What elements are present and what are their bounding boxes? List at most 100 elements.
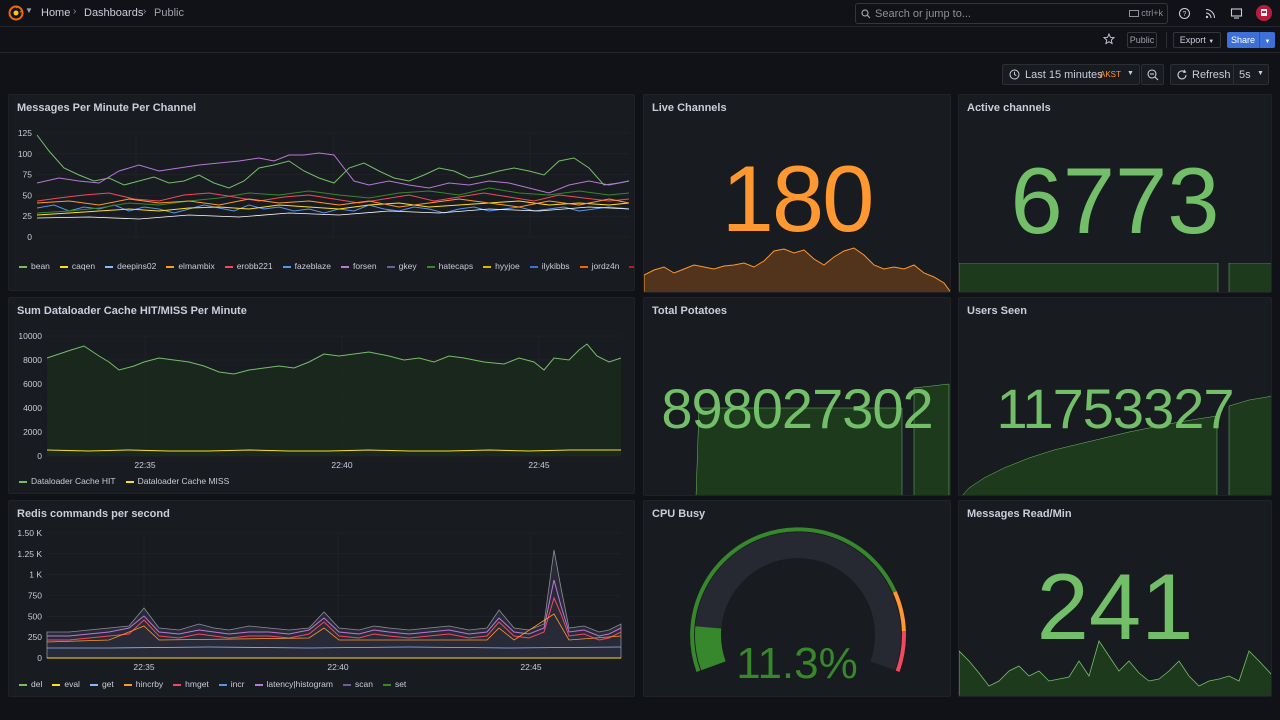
legend-item[interactable]: gkey	[386, 258, 417, 274]
live-channels-value: 180	[721, 146, 875, 251]
legend-label: fazeblaze	[294, 261, 332, 271]
chevron-down-icon[interactable]: ▼	[25, 6, 33, 15]
legend-label: eval	[64, 679, 80, 689]
legend-item[interactable]: Dataloader Cache MISS	[125, 476, 229, 486]
legend-label: hmget	[185, 679, 209, 689]
breadcrumb-public: Public	[154, 7, 184, 19]
legend-item[interactable]: caqen	[59, 258, 95, 274]
legend-item[interactable]: erobb221	[224, 258, 273, 274]
series-line-get	[47, 646, 622, 649]
toolbar-divider	[1166, 32, 1167, 48]
legend-label: hatecaps	[438, 261, 474, 271]
legend-swatch	[483, 265, 492, 268]
help-icon[interactable]: ?	[1178, 7, 1191, 20]
chevron-down-icon: ▼	[1127, 70, 1134, 77]
share-dropdown-button[interactable]: ▼	[1259, 32, 1275, 48]
share-button[interactable]: Share	[1227, 32, 1259, 48]
y-tick-label: 4000	[23, 403, 42, 413]
search-input[interactable]: Search or jump to... ctrl+k	[855, 3, 1168, 24]
x-tick-label: 22:45	[520, 662, 542, 672]
legend-label: forsen	[353, 261, 377, 271]
series-line-bean	[36, 134, 630, 189]
legend-item[interactable]: fazeblaze	[282, 258, 332, 274]
legend-label: incr	[230, 679, 245, 689]
legend-swatch	[218, 683, 227, 686]
chart-lines	[36, 134, 630, 220]
refresh-button[interactable]: Refresh 5s ▼	[1170, 64, 1269, 85]
active-channels-value: 6773	[1010, 148, 1220, 253]
x-tick-label: 22:45	[528, 460, 550, 470]
zoom-out-icon	[1147, 69, 1159, 81]
clock-icon	[1009, 69, 1020, 80]
legend-item[interactable]: bean	[19, 258, 50, 274]
dataloader-cache-chart[interactable]: 0 2000 4000 6000 8000 10000 22:35 22:40 22:45	[9, 326, 635, 476]
user-avatar[interactable]	[1256, 5, 1272, 21]
time-range-label: Last 15 minutes	[1025, 69, 1103, 81]
legend-item[interactable]: Dataloader Cache HIT	[19, 476, 116, 486]
legend-item[interactable]: latency|histogram	[254, 679, 333, 689]
legend-item[interactable]: forsen	[341, 258, 377, 274]
legend-item[interactable]: nelkosamah	[629, 258, 634, 274]
gauge-threshold-orange	[892, 591, 906, 632]
time-range-picker[interactable]: Last 15 minutes AKST ▼	[1002, 64, 1140, 85]
legend-label: get	[101, 679, 114, 689]
y-tick-label: 25	[23, 211, 33, 221]
y-tick-label: 1 K	[29, 570, 42, 580]
grafana-logo-icon[interactable]	[8, 5, 24, 21]
legend-item[interactable]: hyyjoe	[483, 258, 520, 274]
legend-item[interactable]: elmambix	[166, 258, 215, 274]
y-tick-label: 100	[18, 149, 32, 159]
chevron-down-icon: ▼	[1257, 70, 1264, 77]
legend-item[interactable]: jordz4n	[579, 258, 619, 274]
y-tick-label: 8000	[23, 355, 42, 365]
legend-swatch	[59, 265, 68, 268]
breadcrumb-dashboards[interactable]: Dashboards	[84, 7, 144, 19]
y-tick-label: 0	[37, 653, 42, 663]
y-tick-label: 250	[28, 632, 42, 642]
breadcrumb-home[interactable]: Home	[41, 7, 71, 19]
legend-swatch	[224, 265, 233, 268]
x-tick-label: 22:35	[134, 460, 156, 470]
sparkline-area	[1228, 263, 1271, 292]
panel-title: Live Channels	[652, 102, 727, 114]
users-seen-value: 11753327	[996, 377, 1235, 440]
sparkline-area	[913, 383, 950, 495]
panel-active-channels: Active channels 6773	[958, 94, 1272, 293]
legend-item[interactable]: eval	[52, 679, 80, 689]
gauge-track	[695, 532, 901, 671]
star-icon[interactable]	[1103, 33, 1115, 45]
legend-item[interactable]: ilykibbs	[529, 258, 570, 274]
legend-label: Dataloader Cache HIT	[31, 476, 116, 486]
legend-item[interactable]: hatecaps	[426, 258, 474, 274]
legend-item[interactable]: scan	[342, 679, 373, 689]
sparkline-area	[959, 640, 1271, 696]
series-line-cache-miss	[46, 449, 621, 452]
legend-label: erobb221	[236, 261, 273, 271]
x-axis-ticks: 22:35 22:40 22:45	[125, 133, 541, 243]
legend-label: ilykibbs	[541, 261, 570, 271]
legend-swatch	[89, 683, 98, 686]
legend-item[interactable]: hmget	[173, 679, 209, 689]
legend-item[interactable]: hincrby	[123, 679, 163, 689]
legend-item[interactable]: incr	[218, 679, 245, 689]
dock-menu-icon[interactable]	[1230, 7, 1243, 20]
export-button[interactable]: Export ▼	[1173, 32, 1221, 48]
legend-item[interactable]: get	[89, 679, 114, 689]
legend-item[interactable]: set	[382, 679, 406, 689]
redis-commands-chart[interactable]: 0 250 500 750 1 K 1.25 K 1.50 K 22:35 22:40 22:4…	[9, 528, 635, 676]
news-feed-icon[interactable]	[1204, 7, 1217, 20]
legend-swatch	[19, 265, 27, 268]
gauge-threshold-green	[690, 527, 897, 672]
sparkline-area	[1228, 396, 1271, 495]
legend-item[interactable]: del	[19, 679, 42, 689]
zoom-out-button[interactable]	[1141, 64, 1164, 85]
y-tick-label: 10000	[18, 331, 42, 341]
legend-swatch	[125, 480, 134, 483]
panel-users-seen: Users Seen 11753327	[958, 297, 1272, 496]
y-tick-label: 1.50 K	[17, 528, 42, 538]
refresh-divider	[1233, 65, 1234, 84]
refresh-interval-select[interactable]: 5s	[1239, 69, 1251, 81]
messages-per-minute-chart[interactable]: 0 25 50 75 100 125 22:35 22:40 22:45	[9, 123, 635, 243]
active-channels-sparkline	[959, 263, 1271, 292]
legend-item[interactable]: deepins02	[105, 258, 156, 274]
